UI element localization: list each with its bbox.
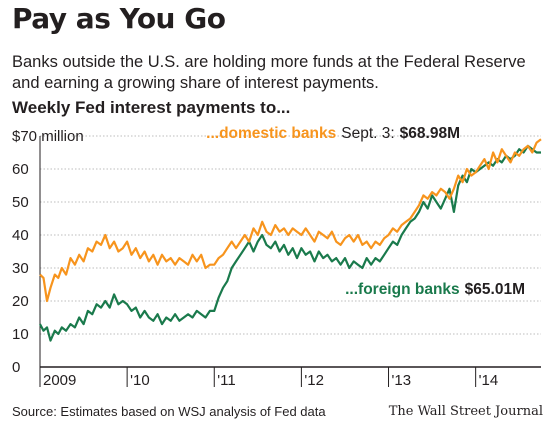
domestic-series-name: ...domestic banks — [206, 125, 336, 142]
page-title: Pay as You Go — [12, 2, 226, 35]
x-tick-label: 2009 — [43, 372, 76, 389]
series-annotations: ...domestic banks Sept. 3: $68.98M ...fore… — [206, 125, 525, 298]
x-tick-label: '10 — [130, 372, 150, 389]
chart-subtitle: Banks outside the U.S. are holding more … — [12, 53, 526, 92]
y-tick-label: 40 — [12, 227, 29, 244]
y-tick-label: 20 — [12, 293, 29, 310]
y-tick-label: 0 — [12, 359, 20, 376]
series-lines — [39, 138, 542, 342]
x-tick-label: '12 — [304, 372, 324, 389]
foreign-series-label: ...foreign banks $65.01M — [345, 281, 525, 298]
y-tick-label: $70 million — [12, 128, 84, 145]
y-tick-label: 50 — [12, 194, 29, 211]
y-tick-label: 60 — [12, 161, 29, 178]
publisher-credit: The Wall Street Journal — [388, 404, 543, 419]
y-tick-label: 30 — [12, 260, 29, 277]
x-axis: 2009 '10 '11 '12 '13 '14 — [39, 136, 541, 389]
chart-heading: Weekly Fed interest payments to... — [12, 98, 291, 117]
domestic-banks-line — [39, 138, 542, 303]
foreign-banks-line — [39, 144, 541, 342]
x-tick-label: '14 — [479, 372, 499, 389]
domestic-annotation-value: $68.98M — [400, 125, 460, 142]
grid-lines — [40, 135, 541, 335]
y-tick-label: 10 — [12, 326, 29, 343]
foreign-annotation-value: $65.01M — [465, 281, 525, 298]
domestic-series-label: ...domestic banks Sept. 3: $68.98M — [206, 125, 460, 142]
source-note: Source: Estimates based on WSJ analysis … — [12, 404, 326, 419]
domestic-annotation-date: Sept. 3: — [341, 125, 394, 142]
line-chart: $70 million 60 50 40 30 20 10 0 2009 '10 '11 '12 '1… — [12, 125, 542, 389]
y-axis-labels: $70 million 60 50 40 30 20 10 0 — [12, 128, 84, 376]
foreign-series-name: ...foreign banks — [345, 281, 460, 298]
x-tick-label: '11 — [217, 372, 235, 389]
x-tick-label: '13 — [392, 372, 412, 389]
